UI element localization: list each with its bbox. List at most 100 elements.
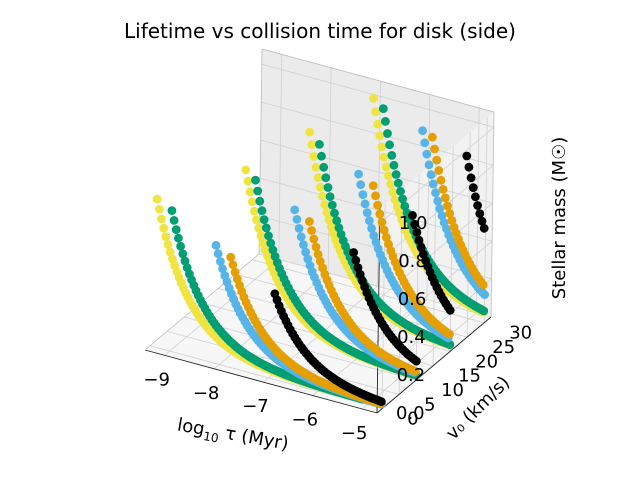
data-point: [163, 240, 173, 249]
data-point: [353, 263, 363, 272]
data-point: [313, 173, 323, 183]
data-points: [152, 93, 489, 409]
data-point: [257, 206, 267, 216]
data-point: [412, 356, 421, 366]
data-point: [360, 199, 370, 209]
data-point: [373, 200, 382, 210]
data-point: [309, 234, 319, 244]
data-point: [479, 306, 489, 316]
data-point: [165, 247, 175, 257]
data-point: [256, 231, 266, 241]
data-point: [430, 144, 439, 154]
data-point: [325, 192, 335, 202]
data-point: [309, 152, 319, 161]
data-point: [255, 196, 265, 206]
data-point: [299, 240, 308, 250]
data-point: [228, 260, 238, 270]
data-point: [381, 162, 391, 172]
data-point: [218, 264, 228, 274]
data-point: [383, 129, 392, 138]
data-point: [167, 206, 177, 216]
data-point: [294, 224, 304, 233]
data-point: [226, 252, 236, 262]
data-point: [445, 340, 455, 349]
data-point: [435, 204, 445, 214]
x-tick-label: −9: [143, 369, 170, 390]
data-point: [373, 119, 383, 129]
data-point: [358, 190, 368, 200]
data-point: [432, 155, 442, 165]
data-point: [349, 248, 358, 257]
z-tick-label: 0.8: [398, 251, 427, 272]
data-point: [431, 188, 440, 198]
data-point: [311, 162, 321, 172]
series-curve: [408, 211, 455, 315]
x-axis-label: log10 τ (Myr): [175, 414, 290, 457]
data-point: [323, 183, 333, 192]
data-point: [365, 216, 374, 226]
data-point: [464, 162, 474, 172]
data-point: [320, 200, 330, 210]
data-point: [391, 170, 401, 179]
x-tick-label: −7: [242, 396, 269, 417]
data-point: [381, 117, 390, 126]
data-point: [462, 151, 472, 161]
series-curve: [378, 104, 489, 316]
data-point: [318, 191, 327, 201]
series-curve: [270, 289, 386, 406]
data-point: [307, 140, 317, 150]
data-point: [315, 140, 324, 149]
data-point: [388, 187, 398, 197]
x-tick-label: −6: [292, 410, 319, 431]
z-tick-label: 0.0: [396, 403, 425, 424]
data-point: [243, 176, 253, 186]
data-point: [178, 249, 188, 259]
data-point: [176, 241, 186, 251]
series-curve: [462, 151, 489, 233]
data-point: [398, 194, 407, 204]
data-point: [408, 211, 417, 220]
data-point: [377, 217, 387, 227]
data-point: [356, 180, 366, 190]
data-point: [475, 209, 485, 219]
data-point: [434, 166, 444, 175]
x-gridline-back: [327, 67, 332, 273]
y-tick-label: 20: [475, 351, 498, 372]
data-point: [305, 217, 314, 226]
y-gridline-side: [415, 175, 420, 381]
data-point: [466, 173, 476, 183]
data-point: [316, 182, 325, 192]
data-point: [171, 225, 181, 235]
data-point: [433, 196, 443, 206]
data-point: [438, 185, 448, 194]
data-point: [428, 179, 438, 189]
data-point: [161, 232, 171, 242]
series-curve: [418, 126, 489, 299]
data-point: [241, 165, 251, 175]
data-point: [315, 257, 325, 266]
data-point: [305, 127, 315, 137]
data-point: [311, 242, 321, 252]
z-tick-label: 0.4: [397, 327, 426, 348]
data-point: [384, 171, 393, 181]
data-point: [414, 235, 424, 245]
data-point: [321, 173, 331, 183]
data-point: [174, 233, 183, 243]
series-curve: [305, 217, 420, 376]
data-point: [445, 209, 455, 218]
data-point: [332, 216, 342, 226]
x-axis-line: [144, 349, 378, 414]
data-point: [369, 93, 378, 103]
data-point: [377, 142, 387, 152]
x-gridline-back: [278, 54, 283, 260]
data-point: [447, 216, 457, 225]
z-axis-label: Stellar mass (M☉): [549, 137, 570, 299]
x-tick-label: −8: [193, 383, 220, 404]
data-point: [473, 201, 482, 210]
data-point: [368, 181, 378, 191]
data-point: [412, 228, 422, 237]
data-point: [468, 183, 478, 193]
data-point: [152, 194, 162, 204]
data-point: [410, 219, 420, 229]
